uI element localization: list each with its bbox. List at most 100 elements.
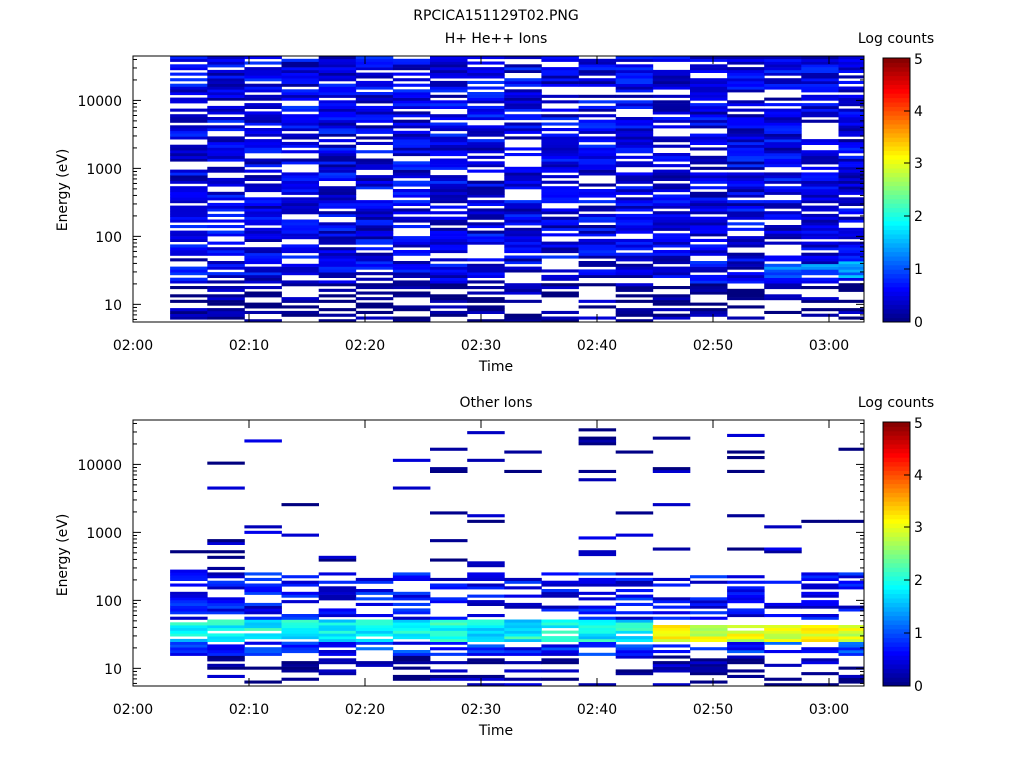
heatmap-cell [355, 117, 394, 121]
heatmap-cell [652, 241, 691, 245]
heatmap-cell [652, 316, 691, 320]
heatmap-cell [801, 280, 839, 284]
heatmap-cell [318, 117, 357, 121]
heatmap-cell [244, 89, 282, 93]
heatmap-cell [467, 114, 505, 118]
heatmap-cell [504, 313, 542, 317]
heatmap-cell [690, 250, 728, 254]
heatmap-cell [652, 600, 691, 604]
heatmap-cell [392, 677, 431, 681]
heatmap-cell [504, 205, 542, 209]
heatmap-cell [615, 133, 654, 137]
heatmap-cell [392, 641, 431, 645]
heatmap-cell [244, 189, 282, 193]
heatmap-cell [764, 663, 802, 667]
heatmap-cell [504, 602, 542, 606]
heatmap-cell [838, 583, 865, 587]
heatmap-cell [355, 94, 394, 98]
heatmap-cell [764, 630, 802, 634]
heatmap-cell [838, 94, 865, 98]
heatmap-cell [170, 272, 208, 276]
heatmap-cell [467, 200, 505, 204]
heatmap-cell [727, 594, 765, 598]
heatmap-cell [727, 586, 765, 590]
heatmap-cell [615, 189, 654, 193]
heatmap-cell [170, 186, 208, 190]
heatmap-cell [764, 550, 802, 554]
heatmap-cell [727, 255, 765, 259]
heatmap-cell [207, 191, 245, 195]
heatmap-cell [318, 103, 357, 107]
colorbar-swatch [883, 457, 910, 463]
heatmap-cell [764, 605, 802, 609]
heatmap-cell [244, 141, 282, 145]
heatmap-cell [392, 164, 431, 168]
heatmap-cell [690, 238, 728, 242]
heatmap-cell [392, 225, 431, 229]
heatmap-cell [541, 647, 579, 651]
heatmap-cell [578, 155, 617, 159]
heatmap-cell [727, 125, 765, 129]
heatmap-cell [318, 247, 357, 251]
heatmap-cell [615, 139, 654, 143]
heatmap-cell [838, 680, 865, 684]
heatmap-cell [244, 175, 282, 179]
heatmap-cell [727, 674, 765, 678]
heatmap-cell [392, 114, 431, 118]
heatmap-cell [430, 216, 468, 220]
heatmap-cell [281, 114, 319, 118]
heatmap-cell [578, 166, 617, 170]
heatmap-cell [578, 100, 617, 104]
heatmap-cell [207, 233, 245, 237]
panel-title: Other Ions [459, 395, 532, 411]
heatmap-cell [392, 150, 431, 154]
heatmap-cell [467, 627, 505, 631]
heatmap-cell [207, 280, 245, 284]
heatmap-cell [244, 133, 282, 137]
heatmap-cell [690, 119, 728, 123]
heatmap-cell [801, 672, 839, 676]
colorbar-swatch [883, 584, 910, 590]
heatmap-cell [504, 78, 542, 82]
heatmap-cell [615, 583, 654, 587]
heatmap-cell [652, 105, 691, 109]
heatmap-cell [170, 58, 208, 62]
heatmap-cell [764, 103, 802, 107]
heatmap-cell [541, 122, 579, 126]
heatmap-cell [615, 272, 654, 276]
heatmap-cell [355, 233, 394, 237]
heatmap-cell [467, 61, 505, 65]
heatmap-cell [318, 227, 357, 231]
heatmap-cell [281, 313, 319, 317]
x-ticks: 02:00 02:10 02:20 02:30 02:40 02:50 03:0… [113, 56, 849, 354]
colorbar-swatch [883, 251, 910, 257]
heatmap-cell [727, 252, 765, 256]
heatmap-cell [652, 261, 691, 265]
heatmap-cell [281, 191, 319, 195]
heatmap-cell [690, 291, 728, 295]
heatmap-cell [652, 583, 691, 587]
heatmap-cell [207, 658, 245, 662]
heatmap-cell [207, 308, 245, 312]
heatmap-cell [652, 227, 691, 231]
colorbar: Log counts 0 1 2 3 4 5 [858, 31, 934, 331]
heatmap-cell [430, 164, 468, 168]
heatmap-cell [355, 310, 394, 314]
heatmap-cell [615, 105, 654, 109]
heatmap-cell [504, 630, 542, 634]
heatmap-cell [727, 200, 765, 204]
heatmap-cell [392, 274, 431, 278]
heatmap-cell [170, 269, 208, 273]
heatmap-cell [467, 636, 505, 640]
heatmap-cell [318, 672, 357, 676]
heatmap-cell [727, 291, 765, 295]
heatmap-cell [430, 619, 468, 623]
heatmap-cell [467, 94, 505, 98]
heatmap-cell [838, 605, 865, 609]
heatmap-cell [578, 238, 617, 242]
colorbar: Log counts 0 1 2 3 4 5 [858, 395, 934, 695]
heatmap-cell [318, 627, 357, 631]
heatmap-cell [615, 258, 654, 262]
heatmap-cell [504, 114, 542, 118]
heatmap-cell [615, 216, 654, 220]
